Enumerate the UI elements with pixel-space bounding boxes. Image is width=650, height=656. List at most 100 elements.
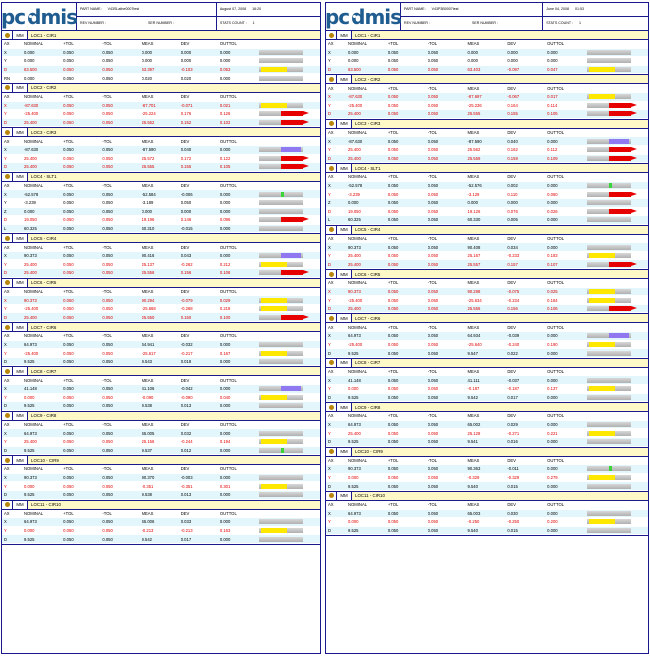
table-row: X -52.578 0.050 0.050 -52.584 -0.006 0.000 <box>2 190 320 199</box>
column-header-row: AX NOMINAL +TOL -TOL MEAS DEV OUTTOL <box>326 84 648 93</box>
table-cell: Y <box>328 475 331 481</box>
deviation-bar <box>259 519 304 525</box>
table-cell: 0.050 <box>102 430 113 436</box>
feature-name: LOC1 - CIR1 <box>28 31 320 39</box>
table-cell: -0.090 <box>180 394 193 400</box>
column-header-row: AX NOMINAL +TOL -TOL MEAS DEV OUTTOL <box>2 420 320 430</box>
table-cell: 64.973 <box>24 341 37 347</box>
table-cell: -0.233 <box>507 253 520 259</box>
table-cell: 0.110 <box>507 191 518 197</box>
table-cell: 0.050 <box>387 422 399 428</box>
table-cell: 0.050 <box>102 270 113 276</box>
deviation-graph <box>259 475 319 481</box>
feature-icon <box>326 270 337 279</box>
feature-icon <box>2 411 13 420</box>
rev-label: REV NUMBER : <box>404 21 430 26</box>
deviation-fill <box>281 217 304 223</box>
feature-block: MM LOC1 - CIR1 AX NOMINAL +TOL -TOL MEAS DEV OUT… <box>2 31 320 84</box>
table-row: X 90.373 0.050 0.050 90.370 -0.003 0.000 <box>2 473 320 483</box>
feature-title: MM LOC3 - CIR3 <box>2 128 320 138</box>
table-cell: 65.003 <box>467 510 481 516</box>
table-cell: 0.050 <box>427 422 439 428</box>
feature-unit: MM <box>13 500 28 509</box>
feature-icon <box>326 403 337 412</box>
deviation-graph <box>259 447 319 453</box>
column-header: +TOL <box>63 41 74 47</box>
deviation-graph <box>586 350 647 356</box>
table-cell: 0.050 <box>427 208 439 214</box>
table-row: D 25.400 0.050 0.050 25.556 0.156 0.106 <box>2 269 320 278</box>
deviation-graph <box>259 102 319 108</box>
deviation-graph <box>259 58 319 64</box>
column-header: AX <box>4 183 10 189</box>
table-cell: 0.000 <box>180 49 192 55</box>
deviation-fill <box>608 466 612 472</box>
column-header: +TOL <box>387 174 399 180</box>
table-cell: 0.017 <box>547 94 558 100</box>
deviation-bar <box>586 430 631 436</box>
table-cell: -25.224 <box>141 111 156 117</box>
feature-title: MM LOC2 - CIR2 <box>326 75 648 85</box>
table-cell: 0.050 <box>427 377 439 383</box>
column-header: NOMINAL <box>348 130 368 136</box>
column-header: OUTTOL <box>219 377 237 383</box>
table-cell: 0.050 <box>387 288 399 294</box>
deviation-graph <box>259 270 319 276</box>
table-cell: 0.050 <box>63 341 74 347</box>
feature-icon <box>326 491 337 500</box>
table-cell: 0.050 <box>427 306 439 312</box>
table-cell: D <box>328 67 332 73</box>
table-cell: 0.050 <box>427 49 439 55</box>
deviation-bar <box>586 439 631 445</box>
table-cell: 19.050 <box>348 208 361 214</box>
table-cell: 0.000 <box>219 147 231 153</box>
column-header: NOMINAL <box>348 280 368 286</box>
deviation-bar <box>259 217 310 223</box>
table-cell: 0.050 <box>427 430 439 436</box>
deviation-bar <box>586 483 631 489</box>
deviation-graph <box>586 466 647 472</box>
column-header-graph <box>259 138 319 144</box>
table-cell: 0.000 <box>219 253 231 259</box>
column-header: OUTTOL <box>547 280 565 286</box>
stats-label: STATS COUNT : <box>219 21 247 26</box>
feature-block: MM LOC11 - CIR10 AX NOMINAL +TOL -TOL MEAS DEV O… <box>326 491 648 537</box>
table-cell: 0.000 <box>219 430 231 436</box>
time-value: 01:53 <box>574 7 584 12</box>
table-row: Y -25.400 0.050 0.050 -25.668 -0.268 0.218 <box>2 304 320 314</box>
table-cell: Y <box>328 102 331 108</box>
table-cell: 0.050 <box>427 67 439 73</box>
table-cell: 0.050 <box>427 519 439 525</box>
deviation-bar <box>586 422 631 428</box>
column-header-graph <box>259 288 319 294</box>
table-cell: 0.050 <box>63 208 74 214</box>
deviation-bar <box>259 75 304 81</box>
table-cell: 9.525 <box>348 528 359 534</box>
table-cell: 0.000 <box>219 58 231 64</box>
feature-unit: MM <box>337 314 352 323</box>
deviation-graph <box>259 297 319 303</box>
table-cell: 0.150 <box>180 314 192 320</box>
feature-unit: MM <box>337 225 352 234</box>
table-cell: 0.050 <box>63 111 74 117</box>
column-header: MEAS <box>141 333 154 339</box>
deviation-graph <box>586 155 647 161</box>
column-header: -TOL <box>427 174 438 180</box>
table-row: D 9.525 0.050 0.050 9.538 0.013 0.000 <box>2 402 320 411</box>
table-cell: -25.236 <box>467 102 482 108</box>
table-cell: 25.556 <box>141 270 155 276</box>
ser-label: SER NUMBER : <box>147 21 174 26</box>
column-header-graph <box>587 235 647 241</box>
table-cell: -52.578 <box>348 183 363 189</box>
deviation-bar <box>586 244 631 250</box>
deviation-bar <box>586 466 631 472</box>
table-cell: 0.050 <box>427 341 439 347</box>
table-cell: 0.155 <box>507 111 518 117</box>
table-row: D 9.525 0.050 0.050 9.542 0.017 0.000 <box>326 393 648 403</box>
table-cell: 0.137 <box>547 386 558 392</box>
deviation-fill <box>608 333 629 339</box>
table-cell: 0.050 <box>102 75 113 81</box>
out-of-tolerance-arrow-icon <box>630 306 637 311</box>
column-header: +TOL <box>63 333 74 339</box>
deviation-bar <box>586 102 637 108</box>
